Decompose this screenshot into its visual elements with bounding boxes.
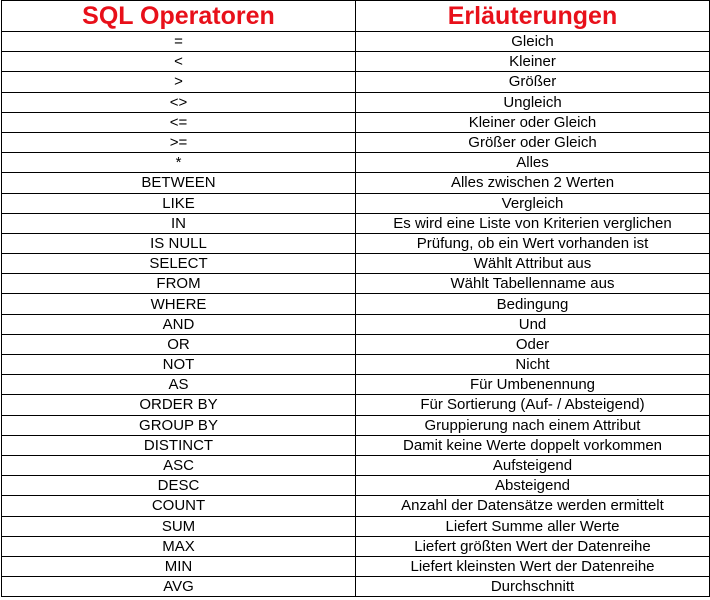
table-row: SUM Liefert Summe aller Werte: [1, 515, 710, 537]
table-row: IN Es wird eine Liste von Kriterien vergl…: [1, 212, 710, 234]
explanation-cell: Durchschnitt: [355, 576, 710, 598]
table-body: = Gleich < Kleiner > Größer <> Ungleich <= Kleine…: [1, 30, 710, 598]
operator-cell: <: [1, 51, 356, 73]
operator-cell: <>: [1, 91, 356, 113]
operator-cell: SUM: [1, 515, 356, 537]
operator-cell: OR: [1, 333, 356, 356]
operator-cell: SELECT: [1, 253, 356, 275]
explanation-cell: Damit keine Werte doppelt vorkommen: [355, 434, 710, 456]
table-row: DISTINCT Damit keine Werte doppelt vorkom…: [1, 434, 710, 456]
explanation-cell: Aufsteigend: [355, 454, 710, 477]
explanation-cell: Bedingung: [355, 293, 710, 315]
table-row: ASC Aufsteigend: [1, 454, 710, 477]
explanation-cell: Wählt Attribut aus: [355, 253, 710, 275]
operator-cell: IN: [1, 212, 356, 234]
table-row: >= Größer oder Gleich: [1, 131, 710, 154]
table-row: LIKE Vergleich: [1, 192, 710, 214]
operator-cell: IS NULL: [1, 232, 356, 255]
table-row: MAX Liefert größten Wert der Datenreihe: [1, 535, 710, 557]
operator-cell: *: [1, 152, 356, 174]
operator-cell: LIKE: [1, 192, 356, 214]
operator-cell: WHERE: [1, 293, 356, 315]
operator-cell: COUNT: [1, 495, 356, 517]
explanation-cell: Wählt Tabellenname aus: [355, 273, 710, 295]
header-row: SQL Operatoren Erläuterungen: [1, 0, 710, 32]
explanation-cell: Größer: [355, 71, 710, 93]
explanation-cell: Ungleich: [355, 91, 710, 113]
explanation-cell: Anzahl der Datensätze werden ermittelt: [355, 495, 710, 517]
table-row: < Kleiner: [1, 51, 710, 73]
operator-cell: GROUP BY: [1, 414, 356, 436]
table-row: COUNT Anzahl der Datensätze werden ermitt…: [1, 495, 710, 517]
table-row: OR Oder: [1, 333, 710, 356]
table-row: NOT Nicht: [1, 353, 710, 376]
table-row: IS NULL Prüfung, ob ein Wert vorhanden is…: [1, 232, 710, 255]
explanation-cell: Kleiner oder Gleich: [355, 111, 710, 133]
header-operator: SQL Operatoren: [1, 0, 356, 32]
explanation-cell: Absteigend: [355, 475, 710, 497]
explanation-cell: Kleiner: [355, 51, 710, 73]
explanation-cell: Alles zwischen 2 Werten: [355, 172, 710, 194]
operator-cell: AS: [1, 374, 356, 396]
explanation-cell: Liefert größten Wert der Datenreihe: [355, 535, 710, 557]
explanation-cell: Und: [355, 313, 710, 335]
explanation-cell: Prüfung, ob ein Wert vorhanden ist: [355, 232, 710, 255]
table-row: AVG Durchschnitt: [1, 576, 710, 598]
explanation-cell: Nicht: [355, 353, 710, 376]
explanation-cell: Alles: [355, 152, 710, 174]
operator-cell: MAX: [1, 535, 356, 557]
operator-cell: DESC: [1, 475, 356, 497]
operator-cell: >: [1, 71, 356, 93]
explanation-cell: Für Umbenennung: [355, 374, 710, 396]
table-row: FROM Wählt Tabellenname aus: [1, 273, 710, 295]
table-row: <= Kleiner oder Gleich: [1, 111, 710, 133]
operator-cell: ORDER BY: [1, 394, 356, 416]
operator-cell: AVG: [1, 576, 356, 598]
explanation-cell: Es wird eine Liste von Kriterien verglic…: [355, 212, 710, 234]
operator-cell: FROM: [1, 273, 356, 295]
operator-cell: DISTINCT: [1, 434, 356, 456]
explanation-cell: Gruppierung nach einem Attribut: [355, 414, 710, 436]
operator-cell: BETWEEN: [1, 172, 356, 194]
operator-cell: >=: [1, 131, 356, 154]
explanation-cell: Oder: [355, 333, 710, 356]
explanation-cell: Gleich: [355, 30, 710, 53]
operator-cell: ASC: [1, 454, 356, 477]
header-explanation: Erläuterungen: [355, 0, 710, 32]
table-row: SELECT Wählt Attribut aus: [1, 253, 710, 275]
table-row: <> Ungleich: [1, 91, 710, 113]
operator-cell: NOT: [1, 353, 356, 376]
table-row: WHERE Bedingung: [1, 293, 710, 315]
table-row: BETWEEN Alles zwischen 2 Werten: [1, 172, 710, 194]
table-row: ORDER BY Für Sortierung (Auf- / Absteigen…: [1, 394, 710, 416]
table-row: > Größer: [1, 71, 710, 93]
table-row: MIN Liefert kleinsten Wert der Datenreihe: [1, 555, 710, 578]
explanation-cell: Größer oder Gleich: [355, 131, 710, 154]
explanation-cell: Liefert kleinsten Wert der Datenreihe: [355, 555, 710, 578]
operator-cell: <=: [1, 111, 356, 133]
explanation-cell: Vergleich: [355, 192, 710, 214]
explanation-cell: Für Sortierung (Auf- / Absteigend): [355, 394, 710, 416]
operator-cell: AND: [1, 313, 356, 335]
operator-cell: =: [1, 30, 356, 53]
explanation-cell: Liefert Summe aller Werte: [355, 515, 710, 537]
table-row: GROUP BY Gruppierung nach einem Attribut: [1, 414, 710, 436]
table-row: * Alles: [1, 152, 710, 174]
table-row: DESC Absteigend: [1, 475, 710, 497]
table-row: = Gleich: [1, 30, 710, 53]
table-row: AND Und: [1, 313, 710, 335]
operator-cell: MIN: [1, 555, 356, 578]
table-row: AS Für Umbenennung: [1, 374, 710, 396]
